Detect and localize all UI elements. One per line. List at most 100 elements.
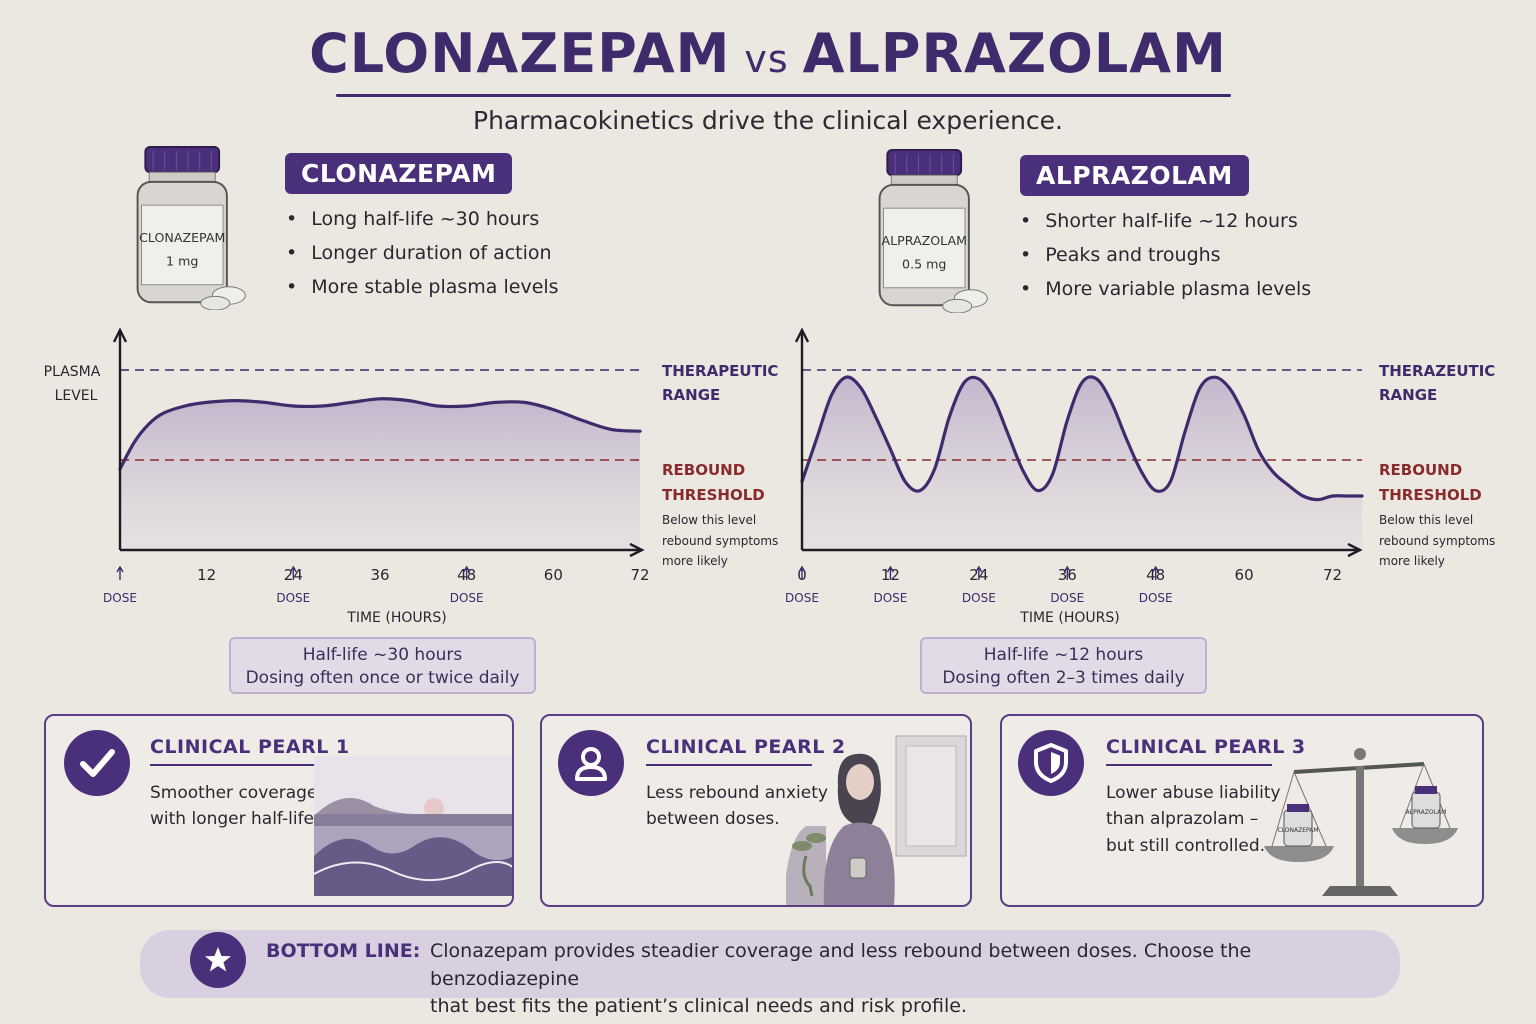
alprazolam-label: ALPRAZOLAM [1020,155,1249,196]
pearl-text: Smoother coverage with longer half-life. [150,780,319,833]
list-item: More variable plasma levels [1020,278,1311,300]
dose-label: DOSE [873,591,907,605]
pearl-line: with longer half-life. [150,809,320,830]
alprazolam-bullets: Shorter half-life ~12 hours Peaks and tr… [1020,210,1311,312]
alprazolam-summary-box: Half-life ~12 hours Dosing often 2–3 tim… [920,637,1207,694]
list-item: More stable plasma levels [286,276,558,298]
rebound-label: THRESHOLD [1379,486,1482,504]
x-axis-arrow [1347,542,1363,558]
rebound-label: REBOUND [662,461,745,479]
rebound-note: rebound symptoms [1379,534,1495,548]
pearl-title-rule [646,764,812,766]
x-tick-label: 72 [1323,566,1342,584]
bottle-name-label: ALPRAZOLAM [881,233,967,248]
x-tick-label: 60 [544,566,563,584]
clonazepam-summary-box: Half-life ~30 hours Dosing often once or… [229,637,536,694]
x-tick-label: 12 [197,566,216,584]
pearl-title: CLINICAL PEARL 1 [150,736,350,758]
rebound-note: rebound symptoms [662,534,778,548]
bottom-line-text: Clonazepam provides steadier coverage an… [430,938,1330,1021]
pearl-line: but still controlled. [1106,835,1266,856]
x-axis-title: TIME (HOURS) [346,610,446,626]
list-item: Long half-life ~30 hours [286,208,559,230]
x-tick-label: 36 [370,566,389,584]
pearl-text: Less rebound anxiety between doses. [646,780,828,833]
pearl-title-rule [150,764,316,766]
bottom-line-band [140,930,1400,998]
dose-arrow [1152,565,1160,580]
pearl-line: Less rebound anxiety [646,783,828,803]
summary-line: Half-life ~30 hours [302,645,463,665]
y-axis-title: LEVEL [55,388,98,404]
series-line [800,375,1364,502]
title-vs: vs [744,37,789,81]
bottle-name-label: CLONAZEPAM [139,230,225,245]
balance-scale-illustration: CLONAZEPAM ALPRAZOLAM [1264,748,1458,896]
alprazolam-bottle-icon: ALPRAZOLAM 0.5 mg [878,148,988,313]
therapeutic-label: THERAZEUTIC [1379,362,1495,380]
shield-icon [1018,730,1084,796]
person-icon [558,730,624,796]
pearl-line: between doses. [646,809,780,830]
dose-label: DOSE [103,591,137,605]
dose-arrow [1063,565,1071,580]
dose-arrow [886,565,895,580]
list-item: Peaks and troughs [1020,244,1311,266]
scale-vial-label: ALPRAZOLAM [1406,809,1447,816]
y-axis-arrow [794,327,810,343]
title-left: CLONAZEPAM [309,22,731,85]
summary-line: Dosing often once or twice daily [245,667,520,688]
bottle-dose-label: 1 mg [166,253,198,268]
dose-arrow [463,565,471,580]
rebound-note: Below this level [1379,513,1473,527]
clinical-pearl-2: CLINICAL PEARL 2 Less rebound anxiety be… [540,714,972,907]
bottom-line-sentence: that best fits the patient’s clinical ne… [430,995,967,1018]
y-axis-arrow [112,327,128,343]
dose-arrow [116,565,124,580]
title-right: ALPRAZOLAM [802,22,1227,85]
rebound-label: THRESHOLD [662,486,765,504]
therapeutic-label: THERAPEUTIC [662,362,778,380]
rebound-note: more likely [1379,554,1445,568]
page-title: CLONAZEPAM vs ALPRAZOLAM [0,22,1536,85]
series-area [120,398,640,550]
dose-label: DOSE [962,591,996,605]
dose-arrow [798,565,806,580]
therapeutic-label: RANGE [662,386,720,404]
clonazepam-label: CLONAZEPAM [285,153,513,194]
pearl-line: Smoother coverage [150,783,318,803]
subtitle: Pharmacokinetics drive the clinical expe… [473,106,1063,135]
series-area [802,376,1362,550]
series-line [118,397,642,471]
title-underline [336,94,1231,97]
dose-label: DOSE [1139,591,1173,605]
list-item: Shorter half-life ~12 hours [1020,210,1311,232]
clonazepam-bullets: Long half-life ~30 hours Longer duration… [286,208,559,310]
dose-label: DOSE [1050,591,1084,605]
pearl-title-rule [1106,764,1272,766]
pearl-line: than alprazolam – [1106,809,1259,830]
x-axis-title: TIME (HOURS) [1019,610,1119,626]
bottom-line-label: BOTTOM LINE: [266,940,421,962]
pearl-line: Lower abuse liability [1106,783,1281,803]
dose-label: DOSE [450,591,484,605]
bottom-line-sentence: Clonazepam provides steadier coverage an… [430,940,1252,990]
summary-line: Dosing often 2–3 times daily [942,667,1185,688]
x-tick-label: 60 [1235,566,1254,584]
dose-label: DOSE [785,591,819,605]
summary-line: Half-life ~12 hours [983,645,1144,665]
dose-arrow [975,565,983,580]
dose-arrow [289,565,297,580]
relaxed-woman-illustration [786,735,967,905]
pearl-text: Lower abuse liability than alprazolam – … [1106,780,1281,859]
rebound-label: REBOUND [1379,461,1462,479]
pearl-title: CLINICAL PEARL 2 [646,736,846,758]
clinical-pearl-3: CLINICAL PEARL 3 Lower abuse liability t… [1000,714,1484,907]
check-icon [64,730,130,796]
list-item: Longer duration of action [286,242,559,264]
dose-label: DOSE [276,591,310,605]
scale-vial-label: CLONAZEPAM [1277,827,1318,834]
